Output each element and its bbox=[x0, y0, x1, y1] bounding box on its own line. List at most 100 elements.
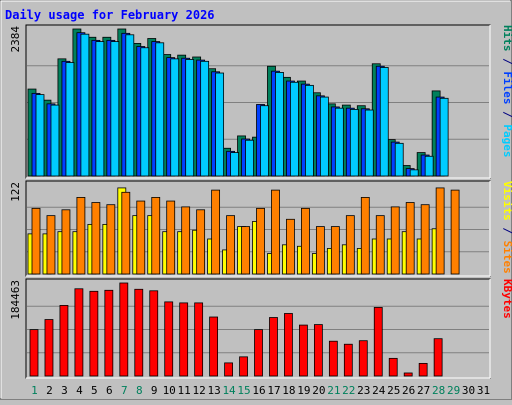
day-label-27: 27 bbox=[417, 384, 430, 397]
axis-label-part: Visits bbox=[501, 181, 512, 221]
bar-kbytes-day-27: KBytes 27: 25000 bbox=[418, 362, 428, 377]
day-label-19: 19 bbox=[297, 384, 310, 397]
bar-pages-day-23: Pages 23: 1070 bbox=[364, 109, 374, 177]
axis-label-part: Files bbox=[501, 71, 512, 104]
bar-kbytes-day-19: KBytes 19: 101000 bbox=[299, 324, 308, 377]
bar-kbytes-day-14: KBytes 14: 26000 bbox=[224, 362, 233, 377]
bar-sites-day-12: Sites 12: 88 bbox=[196, 209, 206, 275]
day-label-26: 26 bbox=[402, 384, 415, 397]
axis-label-part: KBytes bbox=[501, 279, 512, 319]
bar-kbytes-day-24: KBytes 24: 136000 bbox=[373, 307, 383, 377]
bar-kbytes-day-2: KBytes 2: 112000 bbox=[44, 319, 54, 377]
day-label-13: 13 bbox=[207, 384, 220, 397]
bar-sites-day-4: Sites 4: 105 bbox=[76, 197, 86, 275]
day-label-24: 24 bbox=[372, 384, 386, 397]
bar-pages-day-4: Pages 4: 2300 bbox=[80, 33, 90, 177]
bar-kbytes-day-18: KBytes 18: 124000 bbox=[284, 313, 293, 377]
y-max-label: 122 bbox=[9, 182, 22, 202]
y-max-label: 2384 bbox=[9, 26, 22, 53]
day-label-6: 6 bbox=[106, 384, 113, 397]
bar-pages-day-3: Pages 3: 1840 bbox=[65, 62, 75, 177]
bar-pages-day-24: Pages 24: 1760 bbox=[379, 67, 389, 177]
bar-pages-day-7: Pages 7: 2290 bbox=[125, 34, 135, 177]
bar-pages-day-15: Pages 15: 580 bbox=[245, 139, 254, 177]
bar-sites-day-21: Sites 21: 65 bbox=[330, 226, 340, 275]
bar-sites-day-8: Sites 8: 100 bbox=[136, 200, 146, 275]
day-label-23: 23 bbox=[357, 384, 370, 397]
bar-pages-day-26: Pages 26: 100 bbox=[409, 169, 419, 177]
bar-sites-day-24: Sites 24: 80 bbox=[375, 215, 385, 275]
panel-axis-label: Visits / Sites bbox=[501, 181, 512, 274]
bar-sites-day-10: Sites 10: 100 bbox=[166, 200, 176, 275]
day-label-3: 3 bbox=[61, 384, 68, 397]
bar-kbytes-day-23: KBytes 23: 70000 bbox=[358, 340, 368, 377]
bar-kbytes-day-22: KBytes 22: 63000 bbox=[343, 343, 353, 377]
bar-pages-day-10: Pages 10: 1900 bbox=[170, 58, 180, 177]
bar-kbytes-day-7: KBytes 7: 184463 bbox=[119, 282, 129, 377]
axis-label-part: / bbox=[501, 52, 512, 72]
bar-kbytes-day-10: KBytes 10: 147000 bbox=[164, 301, 174, 377]
bar-pages-day-1: Pages 1: 1320 bbox=[35, 94, 45, 177]
day-label-30: 30 bbox=[462, 384, 475, 397]
bar-pages-day-27: Pages 27: 320 bbox=[424, 155, 434, 177]
series-kbytes: KBytes 1: 92000 KBytes 2: 112000 KBytes 3:… bbox=[29, 282, 443, 377]
day-label-29: 29 bbox=[447, 384, 460, 397]
bar-sites-day-19: Sites 19: 90 bbox=[301, 207, 310, 275]
bar-sites-day-6: Sites 6: 95 bbox=[106, 204, 116, 275]
bar-pages-day-11: Pages 11: 1890 bbox=[185, 59, 195, 177]
bar-pages-day-9: Pages 9: 2160 bbox=[155, 42, 165, 177]
bar-sites-day-17: Sites 17: 115 bbox=[271, 189, 280, 275]
bar-kbytes-day-15: KBytes 15: 38000 bbox=[239, 356, 248, 377]
bar-pages-day-12: Pages 12: 1860 bbox=[200, 60, 210, 177]
bar-sites-day-27: Sites 27: 95 bbox=[420, 204, 430, 275]
bar-sites-day-28: Sites 28: 118 bbox=[435, 187, 445, 275]
day-label-17: 17 bbox=[267, 384, 280, 397]
day-label-10: 10 bbox=[163, 384, 176, 397]
bar-pages-day-13: Pages 13: 1670 bbox=[215, 72, 225, 177]
bar-kbytes-day-17: KBytes 17: 116000 bbox=[269, 317, 278, 377]
bar-sites-day-29: Sites 29: 115 bbox=[450, 189, 460, 275]
day-label-25: 25 bbox=[387, 384, 400, 397]
bar-sites-day-25: Sites 25: 92 bbox=[390, 206, 400, 275]
bar-pages-day-2: Pages 2: 1150 bbox=[50, 104, 60, 177]
bar-pages-day-14: Pages 14: 380 bbox=[230, 152, 239, 177]
day-label-28: 28 bbox=[432, 384, 445, 397]
bar-sites-day-15: Sites 15: 65 bbox=[241, 226, 250, 275]
day-label-4: 4 bbox=[76, 384, 83, 397]
bar-pages-day-28: Pages 28: 1260 bbox=[439, 97, 449, 177]
day-label-14: 14 bbox=[222, 384, 236, 397]
series-pages: Pages 1: 1320 Pages 2: 1150 Pages 3: 1840 P… bbox=[35, 33, 449, 177]
bar-sites-day-16: Sites 16: 90 bbox=[256, 207, 265, 275]
bar-sites-day-2: Sites 2: 80 bbox=[46, 215, 56, 275]
day-label-31: 31 bbox=[477, 384, 490, 397]
bar-pages-day-25: Pages 25: 530 bbox=[394, 142, 404, 177]
bar-kbytes-day-28: KBytes 28: 74000 bbox=[433, 338, 443, 377]
day-label-20: 20 bbox=[312, 384, 325, 397]
bar-kbytes-day-16: KBytes 16: 92000 bbox=[254, 329, 263, 377]
bar-pages-day-21: Pages 21: 1100 bbox=[334, 107, 344, 177]
day-label-1: 1 bbox=[31, 384, 38, 397]
bar-kbytes-day-1: KBytes 1: 92000 bbox=[29, 329, 39, 377]
day-label-9: 9 bbox=[151, 384, 158, 397]
bar-sites-day-26: Sites 26: 98 bbox=[405, 202, 415, 275]
bar-sites-day-7: Sites 7: 112 bbox=[121, 191, 131, 275]
bar-sites-day-22: Sites 22: 80 bbox=[345, 215, 355, 275]
bar-pages-day-6: Pages 6: 2180 bbox=[110, 41, 120, 177]
day-label-22: 22 bbox=[342, 384, 355, 397]
series-sites: Sites 1: 90 Sites 2: 80 Sites 3: 88 Sites 4… bbox=[31, 187, 460, 275]
y-max-label: 184463 bbox=[9, 280, 22, 320]
bar-kbytes-day-21: KBytes 21: 69000 bbox=[328, 340, 338, 377]
axis-label-part: Hits bbox=[501, 25, 512, 52]
day-label-2: 2 bbox=[46, 384, 53, 397]
bar-kbytes-day-25: KBytes 25: 35000 bbox=[388, 357, 398, 377]
bar-kbytes-day-11: KBytes 11: 145000 bbox=[179, 302, 189, 377]
panel-bottom: 184463 KBytes KBytes 1: 92000 KBytes 2: 112… bbox=[9, 278, 512, 379]
bar-kbytes-day-20: KBytes 20: 102000 bbox=[313, 324, 323, 377]
bar-sites-day-5: Sites 5: 98 bbox=[91, 202, 101, 275]
bar-kbytes-day-9: KBytes 9: 169000 bbox=[149, 290, 159, 377]
day-label-11: 11 bbox=[178, 384, 191, 397]
